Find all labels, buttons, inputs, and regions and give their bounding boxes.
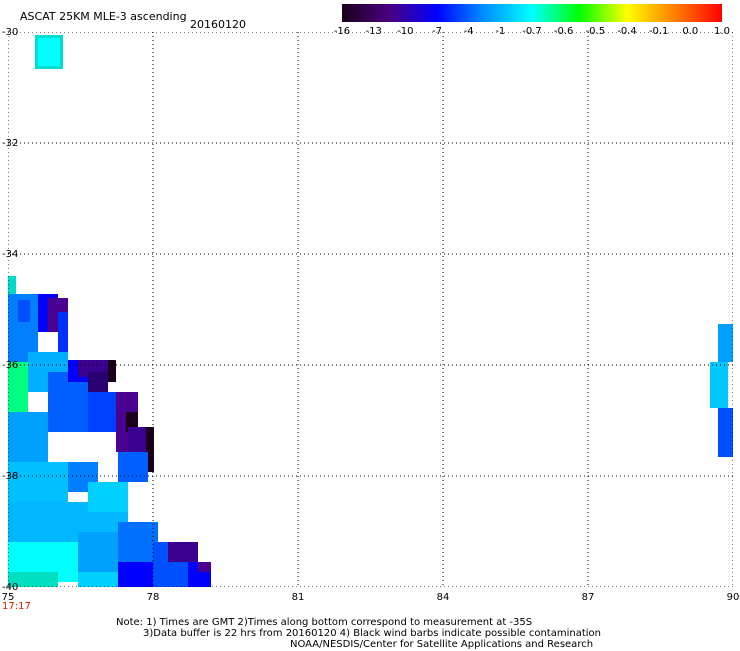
map-canvas xyxy=(8,32,733,587)
data-cell xyxy=(58,312,68,352)
y-tick-label: -40 xyxy=(2,582,19,593)
map-plot xyxy=(8,32,733,587)
colorbar-label: 0.0 xyxy=(682,26,699,37)
data-cell xyxy=(118,522,158,562)
data-cell xyxy=(718,408,733,457)
time-label: 17:17 xyxy=(2,601,31,612)
y-tick-label: -38 xyxy=(2,471,19,482)
data-cell xyxy=(168,542,198,562)
data-cell xyxy=(88,372,108,392)
colorbar-label: -0.4 xyxy=(617,26,637,37)
data-cell xyxy=(78,532,118,572)
y-tick-label: -36 xyxy=(2,360,19,371)
data-cell xyxy=(118,452,148,482)
footer-note-1: Note: 1) Times are GMT 2)Times along bot… xyxy=(116,617,533,628)
data-cell xyxy=(88,482,128,512)
data-cell xyxy=(78,572,118,587)
colorbar-label: -10 xyxy=(397,26,414,37)
data-cell xyxy=(146,427,154,472)
x-tick-label: 84 xyxy=(436,592,450,603)
data-cell xyxy=(8,572,58,587)
y-tick-label: -34 xyxy=(2,249,19,260)
footer-credit: NOAA/NESDIS/Center for Satellite Applica… xyxy=(290,639,594,650)
x-tick-label: 81 xyxy=(291,592,305,603)
colorbar xyxy=(342,4,722,22)
colorbar-label: -16 xyxy=(333,26,351,37)
colorbar-label: -0.1 xyxy=(648,26,669,37)
data-cell xyxy=(8,412,48,462)
y-tick-label: -30 xyxy=(2,27,19,38)
map-date: 20160120 xyxy=(190,18,246,31)
colorbar-gradient xyxy=(342,4,722,22)
y-tick-label: -32 xyxy=(2,138,19,149)
data-cell xyxy=(18,300,30,322)
x-tick-label: 90 xyxy=(726,592,740,603)
colorbar-label: -0.7 xyxy=(522,26,542,37)
colorbar-label: -0.5 xyxy=(585,26,606,37)
data-cell xyxy=(118,562,153,587)
x-tick-label: 78 xyxy=(146,592,160,603)
data-cell xyxy=(8,462,68,502)
map-title: ASCAT 25KM MLE-3 ascending xyxy=(20,10,187,23)
data-cell xyxy=(108,360,116,382)
data-cell xyxy=(198,562,211,572)
data-cell xyxy=(38,38,60,66)
data-cell xyxy=(718,324,733,362)
footer-note-2: 3)Data buffer is 22 hrs from 20160120 4)… xyxy=(143,628,601,639)
x-tick-label: 87 xyxy=(581,592,595,603)
colorbar-label: 1.0 xyxy=(714,26,730,37)
colorbar-label: -0.6 xyxy=(553,26,574,37)
colorbar-label: -13 xyxy=(365,26,382,37)
data-cell xyxy=(710,362,728,408)
data-cell xyxy=(8,362,28,412)
x-tick-label: 75 xyxy=(1,592,15,603)
colorbar-rect xyxy=(342,4,722,22)
